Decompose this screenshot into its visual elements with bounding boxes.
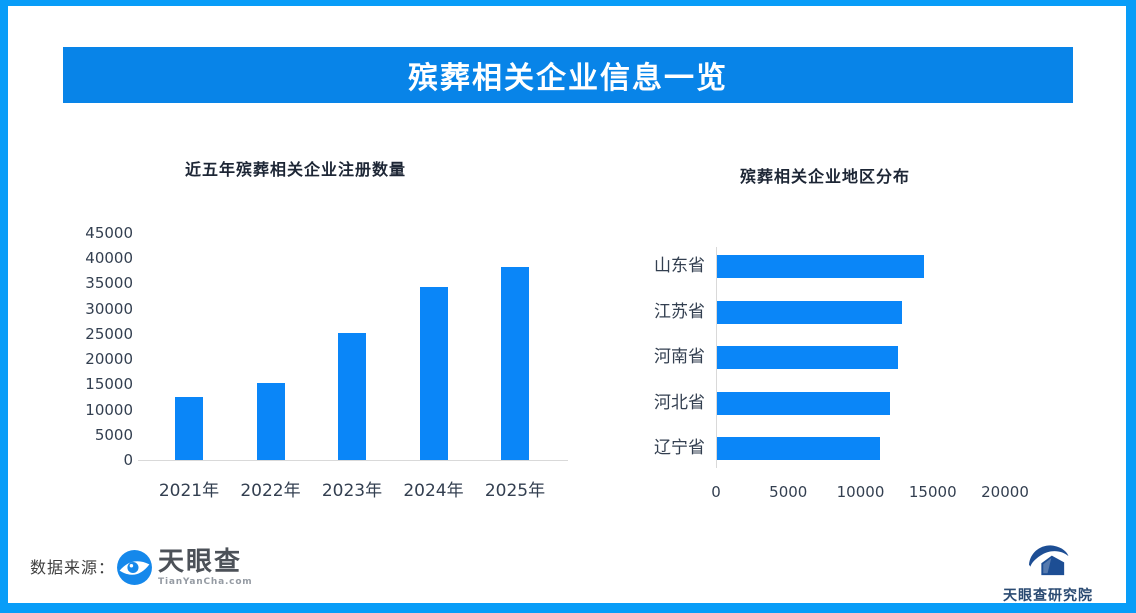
bar-2021年 (175, 397, 203, 460)
category-label-2022年: 2022年 (240, 481, 301, 501)
region-label-辽宁省: 辽宁省 (654, 438, 705, 458)
category-label-2023年: 2023年 (321, 481, 383, 501)
y-tick-label: 0 (123, 451, 133, 469)
region-label-河南省: 河南省 (654, 347, 705, 367)
bar-2024年 (419, 287, 448, 460)
y-tick-label: 30000 (85, 299, 133, 318)
category-label-2021年: 2021年 (158, 481, 220, 501)
x-tick-label: 0 (711, 483, 721, 501)
y-tick-label: 15000 (85, 375, 133, 394)
tianyancha-logo: 天眼查 TianYanCha.com (116, 549, 252, 590)
x-tick-label: 15000 (908, 483, 957, 501)
bar-2025年 (501, 267, 529, 460)
tianyancha-logo-text: 天眼查 (158, 547, 243, 577)
registrations-chart-title: 近五年殡葬相关企业注册数量 (185, 160, 407, 179)
page-title: 殡葬相关企业信息一览 (408, 61, 728, 96)
tianyancha-logo-text-group: 天眼查 TianYanCha.com (158, 547, 253, 588)
x-tick-label: 10000 (836, 483, 885, 501)
institute-logo-text: 天眼查研究院 (1003, 588, 1093, 604)
regions-chart-title: 殡葬相关企业地区分布 (740, 167, 911, 186)
region-bar-辽宁省 (717, 437, 880, 460)
y-tick-label: 40000 (85, 249, 133, 268)
title-banner: 殡葬相关企业信息一览 (63, 47, 1073, 103)
institute-logo-icon (1024, 540, 1072, 582)
y-axis-line (716, 247, 717, 468)
category-label-2024年: 2024年 (403, 481, 464, 501)
x-tick-label: 5000 (769, 483, 808, 501)
y-tick-label: 25000 (85, 324, 133, 343)
x-axis-line (138, 460, 568, 461)
region-bar-河南省 (717, 346, 898, 369)
source-label: 数据来源： (30, 558, 116, 577)
category-label-2025年: 2025年 (484, 481, 546, 501)
y-tick-label: 20000 (85, 350, 133, 369)
region-label-河北省: 河北省 (654, 392, 705, 413)
bar-2022年 (256, 383, 285, 460)
y-tick-label: 35000 (85, 274, 133, 293)
bar-2023年 (338, 333, 366, 460)
institute-logo: 天眼查研究院 (1000, 540, 1096, 605)
y-tick-label: 5000 (94, 425, 133, 444)
x-tick-label: 20000 (981, 483, 1029, 501)
region-bar-江苏省 (717, 300, 902, 324)
region-label-山东省: 山东省 (654, 256, 705, 276)
region-label-江苏省: 江苏省 (654, 301, 705, 322)
y-tick-label: 10000 (85, 400, 133, 419)
tianyancha-domain-text: TianYanCha.com (158, 577, 253, 587)
y-tick-label: 45000 (85, 224, 133, 242)
region-bar-山东省 (717, 255, 924, 278)
region-bar-河北省 (717, 391, 890, 415)
tianyancha-eye-icon (116, 549, 153, 590)
